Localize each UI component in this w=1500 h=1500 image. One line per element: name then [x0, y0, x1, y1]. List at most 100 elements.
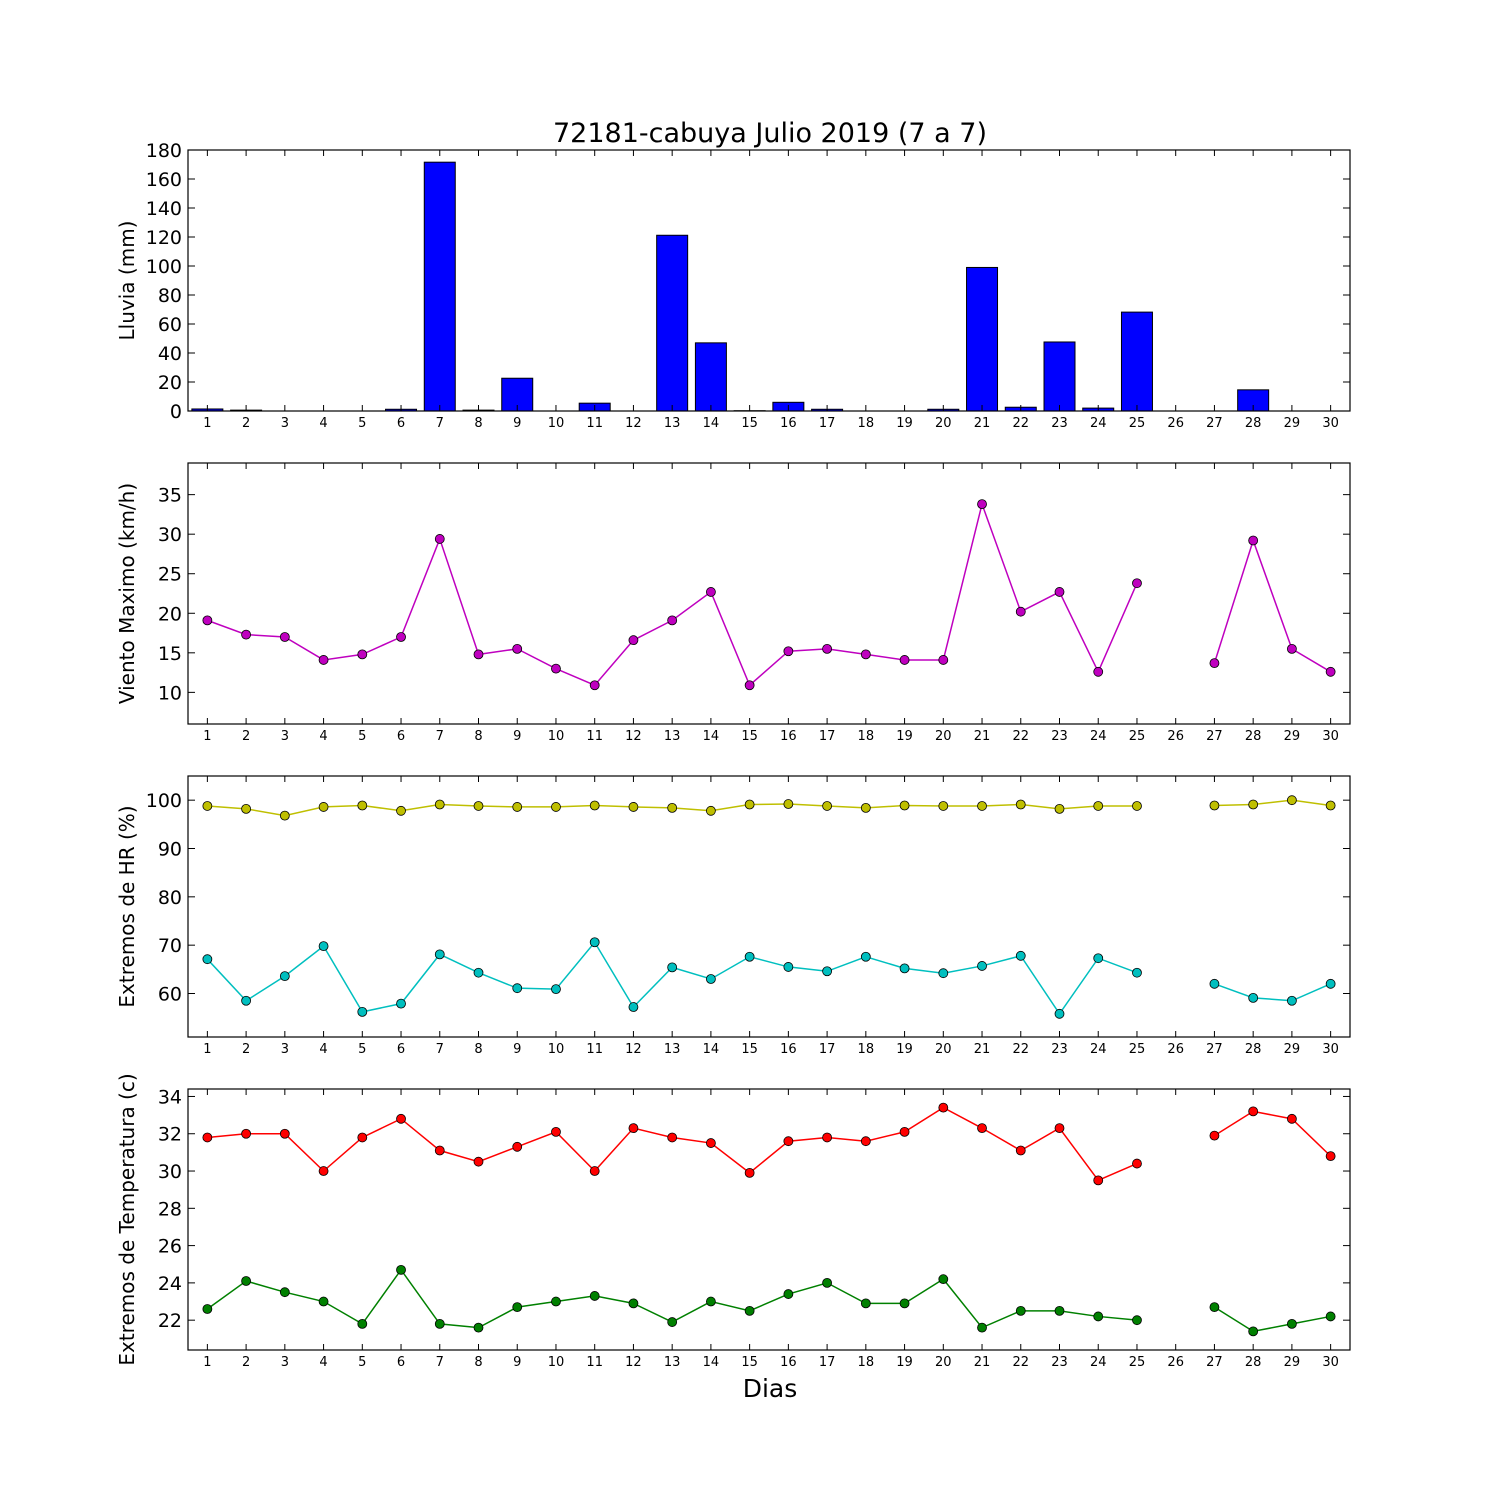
temperature-series-2-point: [241, 1276, 252, 1286]
humidity-series-2-point: [977, 961, 987, 971]
wind-x-tick-label: 1: [203, 729, 211, 744]
temperature-series-2-point: [899, 1298, 910, 1309]
temperature-x-tick-label: 21: [974, 1355, 991, 1370]
temperature-y-tick-label: 34: [158, 1086, 182, 1108]
wind-series-1-point: [473, 649, 484, 660]
temperature-series-2-point: [744, 1305, 755, 1316]
temperature-series-1-point: [744, 1167, 755, 1178]
humidity-series-2-point: [1015, 950, 1026, 961]
wind-y-tick-label: 25: [158, 564, 182, 586]
wind-series-1-point: [1015, 606, 1026, 617]
wind-x-tick-label: 14: [703, 729, 720, 744]
rain-x-tick-label: 12: [625, 416, 642, 431]
wind-x-tick-label: 21: [974, 729, 991, 744]
x-axis-label: Dias: [743, 1374, 798, 1403]
humidity-x-tick-label: 9: [513, 1042, 521, 1057]
temperature-series-1-point: [396, 1113, 406, 1124]
humidity-series-2-point: [899, 963, 910, 974]
rain-y-tick-label: 40: [158, 343, 182, 365]
temperature-x-tick-label: 8: [474, 1355, 482, 1370]
temperature-series-1-point: [279, 1128, 290, 1139]
temperature-series-2-line: [1214, 1306, 1331, 1333]
wind-x-tick-label: 17: [819, 729, 836, 744]
rain-y-tick-label: 20: [158, 372, 182, 394]
humidity-x-tick-label: 1: [203, 1042, 211, 1057]
humidity-x-tick-label: 21: [974, 1042, 991, 1057]
humidity-series-2-point: [202, 954, 213, 965]
wind-x-tick-label: 29: [1284, 729, 1301, 744]
temperature-series-2-point: [822, 1277, 832, 1288]
humidity-frame: [187, 775, 1351, 1038]
wind-x-tick-label: 22: [1012, 729, 1029, 744]
humidity-x-tick-label: 29: [1284, 1042, 1301, 1057]
humidity-series-1-point: [202, 801, 213, 811]
wind-series-1-point: [977, 499, 987, 510]
wind-x-tick-label: 7: [436, 729, 444, 744]
wind-series-1-point: [241, 629, 252, 640]
humidity-series-2-line: [1214, 983, 1331, 1002]
temperature-panel: 1 2 3 4 5 6 7 8 9 10 11 12 13 14 15 16 17 18 19 20 21 22 23 24 2…: [115, 1073, 1351, 1370]
rain-y-tick-label: 120: [146, 227, 182, 249]
rain-x-tick-label: 6: [397, 416, 405, 431]
temperature-series-2-point: [1248, 1326, 1259, 1337]
humidity-x-tick-label: 15: [741, 1042, 758, 1057]
wind-y-tick-label: 10: [158, 682, 182, 704]
temperature-series-1-point: [860, 1136, 871, 1147]
rain-x-tick-label: 23: [1051, 416, 1068, 431]
wind-series-1-point: [1093, 666, 1104, 677]
rain-x-tick-label: 5: [358, 416, 366, 431]
humidity-series-1-point: [551, 802, 561, 812]
temperature-series-2-point: [202, 1304, 213, 1314]
wind-x-tick-label: 4: [319, 729, 327, 744]
humidity-x-tick-label: 22: [1012, 1042, 1029, 1057]
humidity-series-2-point: [1248, 992, 1259, 1003]
temperature-series-1-line: [1214, 1110, 1332, 1157]
temperature-series-2-point: [667, 1317, 678, 1327]
temperature-series-2-point: [1287, 1319, 1297, 1329]
wind-x-tick-label: 24: [1090, 729, 1107, 744]
temperature-series-2-point: [706, 1296, 716, 1307]
humidity-series-2-point: [241, 995, 252, 1006]
temperature-x-tick-label: 30: [1322, 1355, 1339, 1370]
humidity-series-1-point: [938, 801, 949, 811]
rain-y-tick-label: 80: [158, 285, 182, 307]
humidity-x-tick-label: 6: [397, 1042, 405, 1057]
temperature-series-1-point: [706, 1138, 716, 1148]
temperature-series-2-point: [279, 1287, 290, 1298]
wind-frame: [187, 462, 1351, 725]
rain-x-tick-label: 8: [474, 416, 482, 431]
wind-series-1-point: [744, 680, 755, 691]
humidity-y-tick-label: 100: [146, 790, 182, 812]
humidity-series-2-point: [1209, 978, 1220, 989]
temperature-series-1-point: [357, 1132, 368, 1143]
temperature-series-2-point: [318, 1296, 329, 1307]
temperature-x-tick-label: 13: [664, 1355, 681, 1370]
humidity-x-tick-label: 2: [242, 1042, 250, 1057]
humidity-series-1-point: [473, 801, 484, 811]
rain-bar: [656, 234, 689, 412]
humidity-x-tick-label: 13: [664, 1042, 681, 1057]
temperature-series-1-point: [1325, 1151, 1336, 1162]
humidity-series-1-point: [1209, 800, 1220, 811]
humidity-x-tick-label: 26: [1167, 1042, 1184, 1057]
wind-series-1-point: [938, 655, 949, 665]
wind-series-1-line: [1213, 538, 1332, 673]
wind-x-tick-label: 26: [1167, 729, 1184, 744]
humidity-series-2-point: [551, 984, 561, 995]
temperature-series-2-point: [1054, 1305, 1065, 1316]
temperature-x-tick-label: 14: [703, 1355, 720, 1370]
temperature-series-2-point: [473, 1322, 484, 1333]
humidity-x-tick-label: 19: [896, 1042, 913, 1057]
temperature-frame: [187, 1088, 1351, 1351]
humidity-y-tick-label: 80: [158, 887, 182, 909]
rain-bar: [966, 266, 999, 412]
temperature-x-tick-label: 23: [1051, 1355, 1068, 1370]
humidity-x-tick-label: 3: [281, 1042, 289, 1057]
rain-x-tick-label: 15: [741, 416, 758, 431]
rain-x-tick-label: 24: [1090, 416, 1107, 431]
temperature-plot-area: [188, 1089, 1350, 1350]
wind-series-1-point: [589, 680, 600, 691]
humidity-plot-area: [188, 776, 1350, 1037]
temperature-series-2-point: [1209, 1302, 1220, 1313]
